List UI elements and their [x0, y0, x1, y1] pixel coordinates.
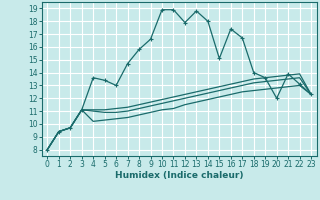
- X-axis label: Humidex (Indice chaleur): Humidex (Indice chaleur): [115, 171, 244, 180]
